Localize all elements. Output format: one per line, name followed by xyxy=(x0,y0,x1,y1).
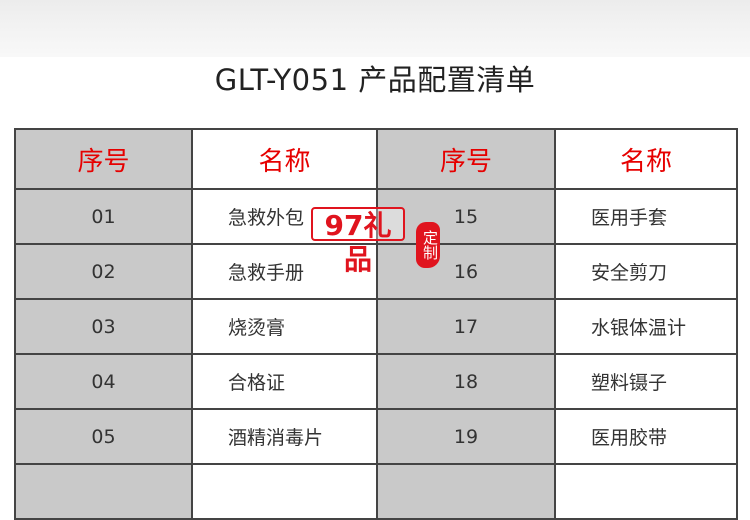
cell-index xyxy=(376,463,556,520)
cell-index: 19 xyxy=(376,408,556,465)
cell-index: 02 xyxy=(14,243,193,300)
cell-name: 安全剪刀 xyxy=(554,243,738,300)
cell-name: 烧烫膏 xyxy=(191,298,378,355)
table-row: 04 合格证 18 塑料镊子 xyxy=(14,353,738,410)
header-name: 名称 xyxy=(191,128,378,190)
cell-name xyxy=(191,463,378,520)
cell-index: 03 xyxy=(14,298,193,355)
cell-index: 04 xyxy=(14,353,193,410)
cell-name: 酒精消毒片 xyxy=(191,408,378,465)
cell-name: 水银体温计 xyxy=(554,298,738,355)
watermark-logo: 97礼品 xyxy=(311,207,405,276)
product-config-table: 序号 名称 序号 名称 01 急救外包 15 医用手套 02 急救手册 16 安… xyxy=(14,128,738,520)
cell-index: 01 xyxy=(14,188,193,245)
header-name: 名称 xyxy=(554,128,738,190)
cell-name: 塑料镊子 xyxy=(554,353,738,410)
cell-name xyxy=(554,463,738,520)
table-row: 05 酒精消毒片 19 医用胶带 xyxy=(14,408,738,465)
table-row: 03 烧烫膏 17 水银体温计 xyxy=(14,298,738,355)
page-title: GLT-Y051 产品配置清单 xyxy=(214,63,536,97)
top-banner-image xyxy=(0,0,750,57)
cell-index: 18 xyxy=(376,353,556,410)
cell-index: 17 xyxy=(376,298,556,355)
cell-name: 急救手册 xyxy=(191,243,378,300)
cell-index: 05 xyxy=(14,408,193,465)
header-index: 序号 xyxy=(376,128,556,190)
cell-index: 16 xyxy=(376,243,556,300)
cell-name: 医用手套 xyxy=(554,188,738,245)
cell-name: 急救外包 xyxy=(191,188,378,245)
cell-name: 医用胶带 xyxy=(554,408,738,465)
table-row: 01 急救外包 15 医用手套 xyxy=(14,188,738,245)
cell-index: 15 xyxy=(376,188,556,245)
watermark-seal: 定制 xyxy=(416,222,440,268)
table-row xyxy=(14,463,738,520)
cell-name: 合格证 xyxy=(191,353,378,410)
table-row: 02 急救手册 16 安全剪刀 xyxy=(14,243,738,300)
table-header-row: 序号 名称 序号 名称 xyxy=(14,128,738,190)
cell-index xyxy=(14,463,193,520)
header-index: 序号 xyxy=(14,128,193,190)
